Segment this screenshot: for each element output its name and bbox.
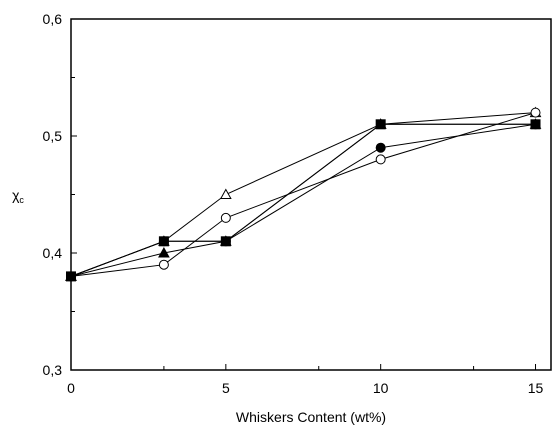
circle-open-marker (158, 259, 169, 270)
series-markers (65, 106, 542, 282)
x-tick-label: 0 (67, 380, 75, 396)
series-line-square-filled (70, 123, 536, 277)
square-filled-marker (375, 119, 386, 130)
y-tick-label: 0,4 (43, 245, 63, 261)
series-line-circle-filled (70, 123, 536, 277)
circle-open-marker (220, 212, 231, 223)
circle-open-marker (530, 107, 541, 118)
y-axis-label-main: χ (12, 187, 20, 203)
x-tick-label: 15 (528, 380, 544, 396)
y-tick-label: 0,3 (43, 362, 63, 378)
x-tick-label: 5 (222, 380, 230, 396)
axis-ticks (70, 18, 537, 371)
x-axis-label: Whiskers Content (wt%) (236, 409, 386, 425)
series-line-triangle-filled (70, 123, 536, 277)
data-series (65, 106, 542, 282)
square-filled-marker (66, 271, 76, 282)
x-tick-label: 10 (373, 380, 389, 396)
y-axis-label-subscript: c (19, 195, 24, 205)
triangle-filled-marker (158, 246, 170, 258)
plot-frame (70, 18, 552, 371)
y-tick-label: 0,5 (43, 128, 63, 144)
triangle-open-marker (219, 188, 232, 199)
series-lines (70, 112, 536, 277)
axis-tick-labels: 0 5 10 15 0,3 0,4 0,5 0,6 (43, 11, 544, 396)
y-tick-label: 0,6 (43, 11, 63, 27)
circle-filled-marker (375, 142, 386, 153)
y-axis-label: χc (12, 187, 24, 205)
square-filled-marker (158, 236, 169, 247)
circle-open-marker (375, 154, 386, 165)
square-filled-marker (220, 236, 231, 247)
square-filled-marker (530, 119, 541, 130)
